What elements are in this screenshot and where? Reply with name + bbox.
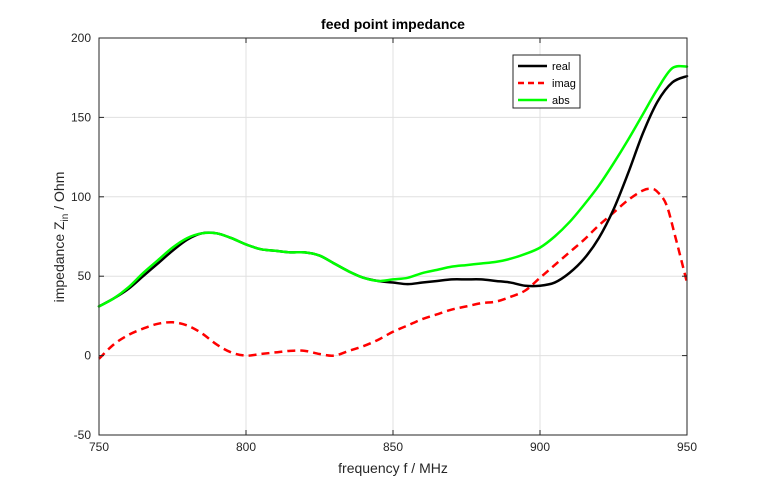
x-axis-label: frequency f / MHz <box>338 460 448 476</box>
y-tick-label: 0 <box>84 349 91 363</box>
legend-label-abs: abs <box>552 95 570 107</box>
tick-layer: 750 800 850 900 950 -50 0 50 100 150 200 <box>71 31 697 454</box>
x-tick-label: 800 <box>236 440 256 454</box>
y-axis-label: impedance Zin / Ohm <box>51 172 71 303</box>
y-tick-label: 100 <box>71 190 91 204</box>
y-tick-label: 200 <box>71 31 91 45</box>
legend: real imag abs <box>512 54 581 109</box>
y-tick-label: -50 <box>74 428 92 442</box>
legend-label-real: real <box>552 61 570 73</box>
y-tick-label: 150 <box>71 110 91 124</box>
y-axis-label-main: impedance Z <box>51 221 67 302</box>
series-line-imag <box>98 187 689 360</box>
x-tick-label: 950 <box>677 440 697 454</box>
y-axis-label-sub: in <box>60 214 71 222</box>
series-layer <box>97 64 689 360</box>
series-line-abs <box>97 64 689 308</box>
y-axis-label-tail: / Ohm <box>51 172 67 214</box>
x-tick-label: 750 <box>89 440 109 454</box>
y-tick-label: 50 <box>78 269 92 283</box>
legend-label-imag: imag <box>552 78 576 90</box>
chart-title: feed point impedance <box>321 16 465 32</box>
x-tick-label: 900 <box>530 440 550 454</box>
x-tick-label: 850 <box>383 440 403 454</box>
